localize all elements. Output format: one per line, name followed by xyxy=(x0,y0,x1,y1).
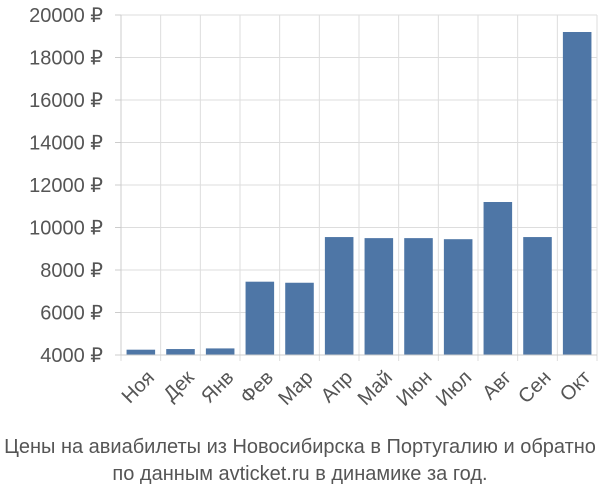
x-tick-label: Сен xyxy=(514,367,555,408)
x-tick-label: Авг xyxy=(478,367,516,405)
y-tick-label: 20000 ₽ xyxy=(29,5,103,27)
bars xyxy=(126,32,592,355)
y-tick-label: 16000 ₽ xyxy=(29,90,103,112)
grid-lines xyxy=(120,14,598,361)
x-tick-label: Янв xyxy=(197,367,238,408)
x-tick-label: Фев xyxy=(236,367,278,409)
y-tick-label: 8000 ₽ xyxy=(40,260,103,282)
bar-Сен xyxy=(523,237,552,355)
bar-Окт xyxy=(562,32,592,355)
bar-Май xyxy=(364,238,394,355)
chart-caption-line-2: по данным avticket.ru в динамике за год. xyxy=(112,463,488,485)
x-tick-label: Мар xyxy=(274,367,317,410)
x-tick-label: Дек xyxy=(159,366,198,405)
axes xyxy=(115,14,597,356)
y-tick-label: 4000 ₽ xyxy=(40,345,103,367)
y-tick-labels: 4000 ₽ 6000 ₽ 8000 ₽ 10000 ₽ 12000 ₽ 14000 ₽ 1… xyxy=(29,5,103,367)
y-tick-label: 18000 ₽ xyxy=(29,48,103,70)
bar-Янв xyxy=(205,348,235,355)
bar-chart: 4000 ₽ 6000 ₽ 8000 ₽ 10000 ₽ 12000 ₽ 14000 ₽ 1… xyxy=(29,5,598,411)
bar-Июл xyxy=(443,239,473,355)
bar-Ноя xyxy=(126,349,156,355)
y-tick-label: 14000 ₽ xyxy=(29,133,103,155)
bar-Июн xyxy=(404,238,433,355)
bar-Авг xyxy=(483,202,513,355)
x-tick-label: Май xyxy=(354,367,397,410)
bar-Фев xyxy=(245,281,275,355)
x-tick-label: Окт xyxy=(556,367,595,406)
chart-caption-line-1: Цены на авиабилеты из Новосибирска в Пор… xyxy=(4,436,596,458)
x-tick-label: Апр xyxy=(317,367,358,408)
y-tick-label: 6000 ₽ xyxy=(40,303,103,325)
bar-Мар xyxy=(285,282,314,355)
y-tick-label: 12000 ₽ xyxy=(29,175,103,197)
y-tick-label: 10000 ₽ xyxy=(29,218,103,240)
x-tick-label: Ноя xyxy=(118,367,159,408)
bar-Дек xyxy=(166,349,195,355)
x-tick-label: Июл xyxy=(432,367,476,411)
x-tick-label: Июн xyxy=(393,367,437,411)
bar-Апр xyxy=(324,237,354,355)
